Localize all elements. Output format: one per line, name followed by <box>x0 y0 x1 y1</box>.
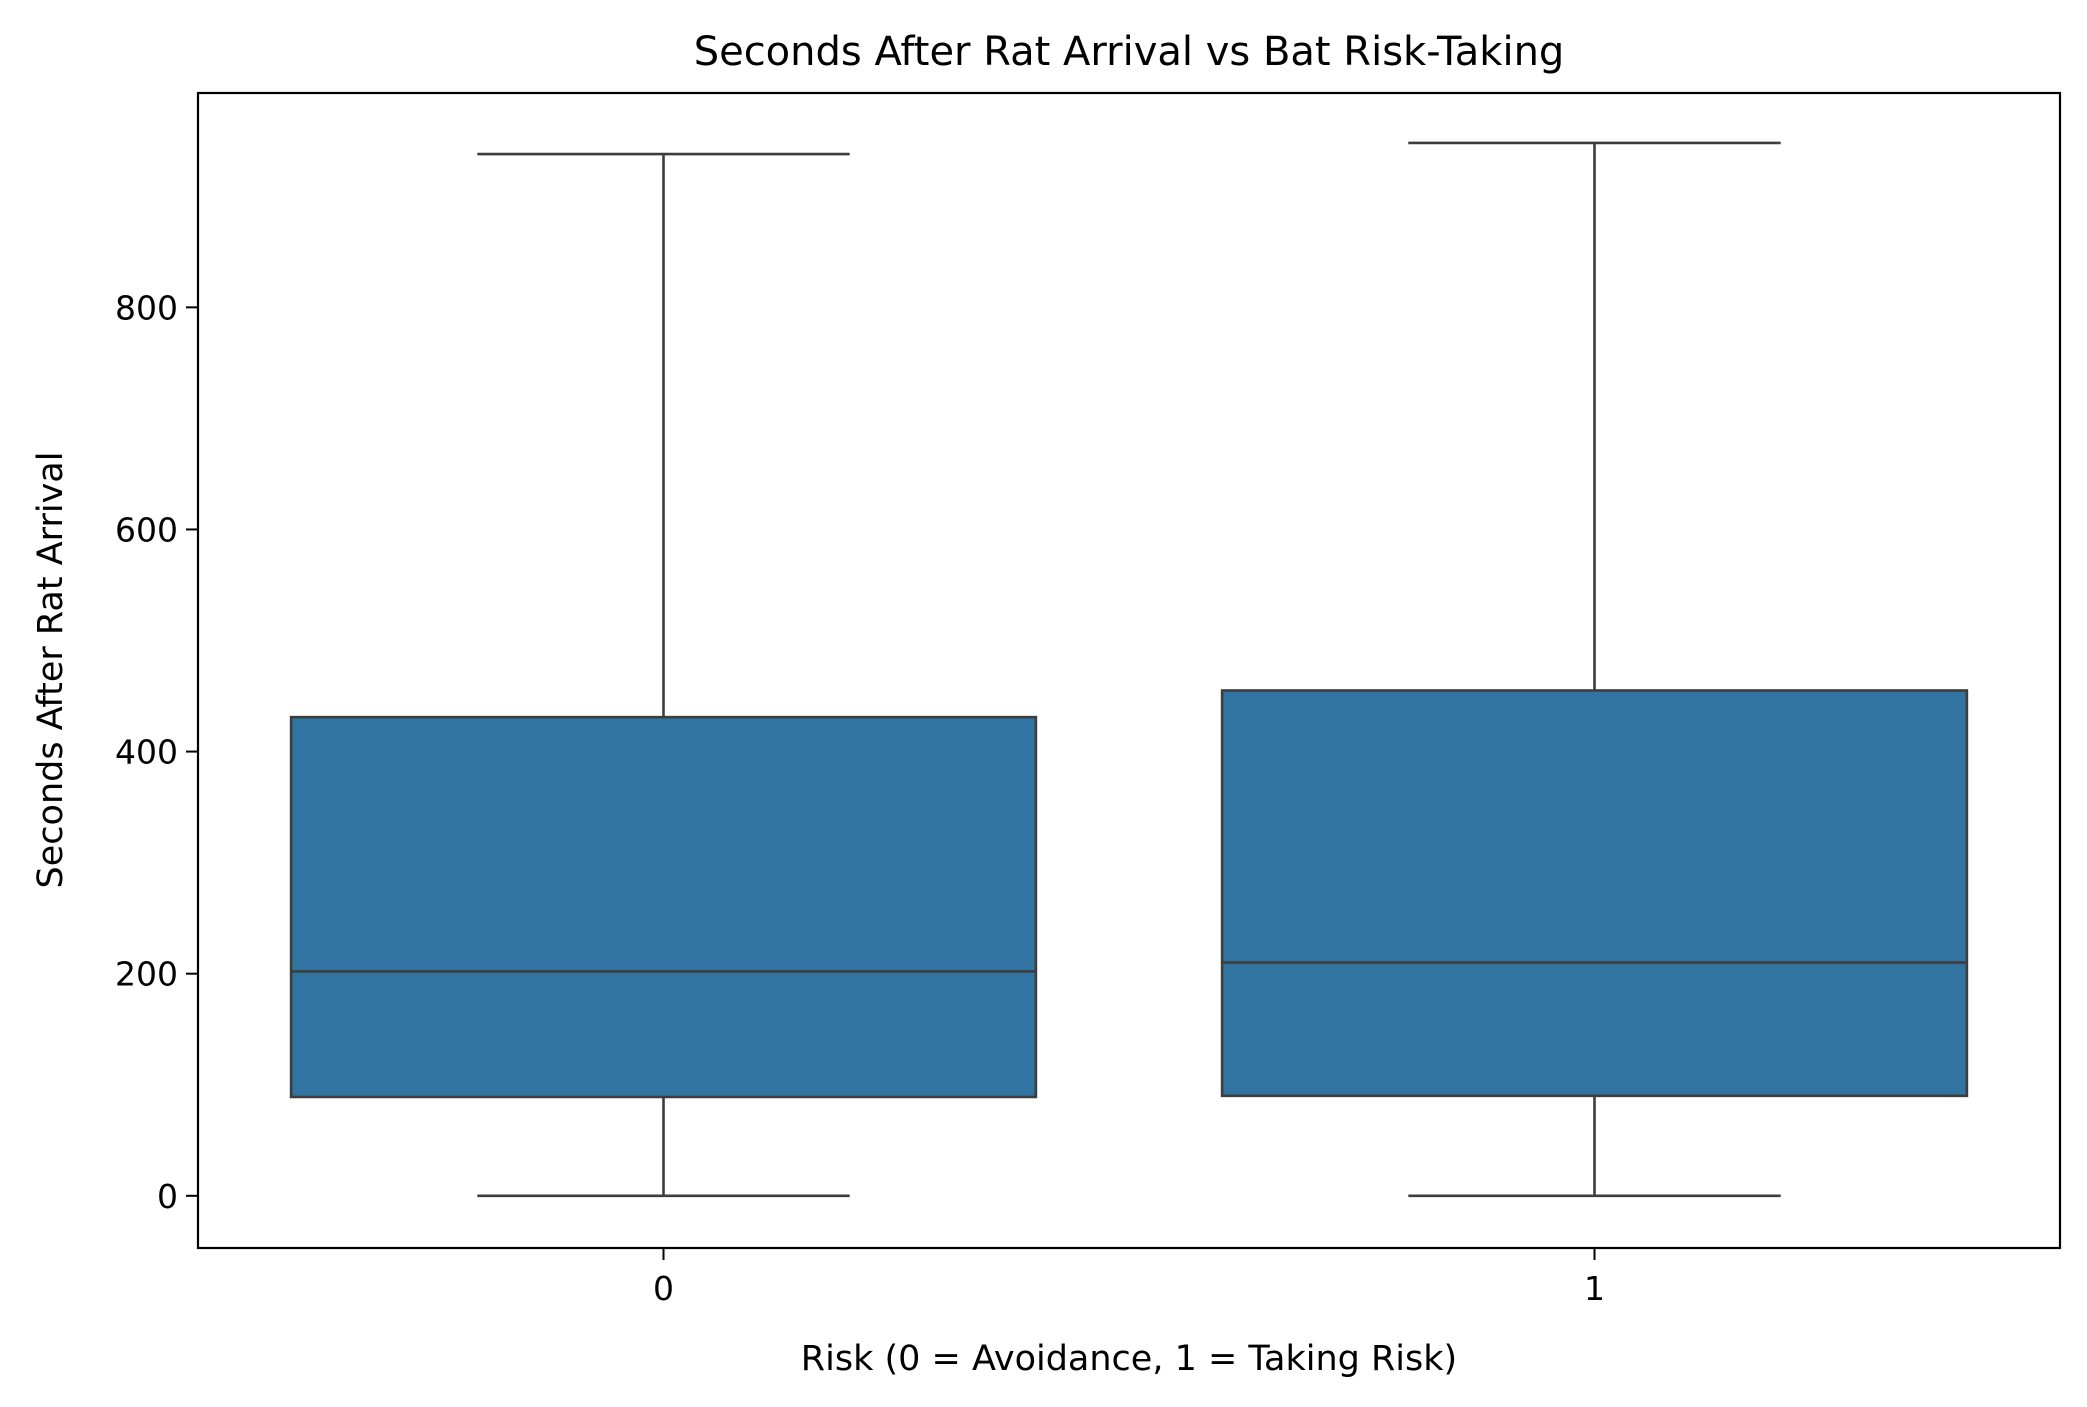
y-tick-label-800: 800 <box>115 288 178 327</box>
iqr-box-1 <box>1220 689 1969 1098</box>
chart-title: Seconds After Rat Arrival vs Bat Risk-Ta… <box>694 29 1565 75</box>
x-tick-label-1: 1 <box>1584 1269 1605 1308</box>
y-axis-ticks: 0 200 400 600 800 <box>115 288 198 1216</box>
x-tick-label-0: 0 <box>653 1269 674 1308</box>
plot-area-frame <box>196 91 2062 1250</box>
box-1 <box>1220 141 1969 1198</box>
iqr-box-0 <box>289 715 1038 1099</box>
x-axis-label: Risk (0 = Avoidance, 1 = Taking Risk) <box>801 1339 1457 1379</box>
boxes-group <box>289 141 1969 1198</box>
y-tick-label-200: 200 <box>115 955 178 994</box>
y-tick-label-400: 400 <box>115 733 178 772</box>
y-axis-label: Seconds After Rat Arrival <box>31 452 71 889</box>
box-0 <box>289 152 1038 1198</box>
y-tick-label-0: 0 <box>157 1177 178 1216</box>
y-tick-label-600: 600 <box>115 510 178 549</box>
